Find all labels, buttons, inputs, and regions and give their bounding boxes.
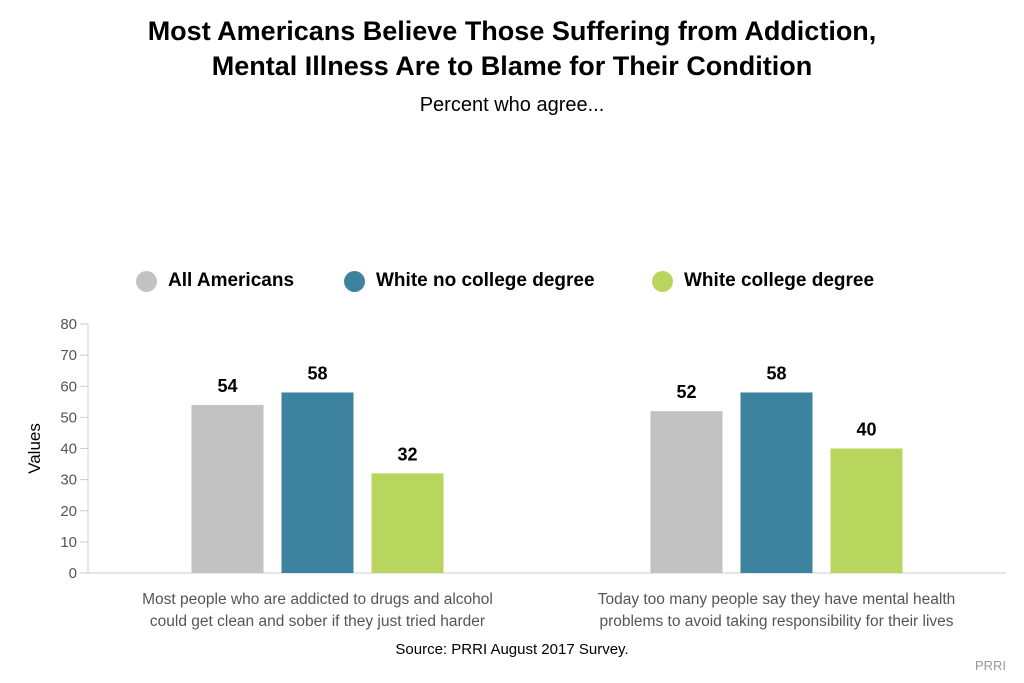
legend-item-white-college[interactable]: White college degree xyxy=(652,270,874,292)
data-label-white-college-degree-cat-2: 40 xyxy=(856,420,876,440)
y-tick-label-10: 10 xyxy=(60,534,77,551)
y-tick-label-60: 60 xyxy=(60,378,77,395)
data-label-all-americans-cat-2: 52 xyxy=(676,382,696,402)
y-tick-label-40: 40 xyxy=(60,441,77,458)
y-tick-label-20: 20 xyxy=(60,503,77,520)
legend-item-white-no-college[interactable]: White no college degree xyxy=(344,270,595,292)
bar-white-no-college-degree-cat-2 xyxy=(740,392,813,573)
y-tick-label-30: 30 xyxy=(60,472,77,489)
legend-label-white-college: White college degree xyxy=(684,270,875,291)
y-tick-label-70: 70 xyxy=(60,347,77,364)
data-label-white-college-degree-cat-1: 32 xyxy=(397,444,417,464)
bar-all-americans-cat-2 xyxy=(650,411,723,573)
bar-all-americans-cat-1 xyxy=(191,404,264,573)
data-label-white-no-college-degree-cat-1: 58 xyxy=(307,363,327,383)
y-tick-label-50: 50 xyxy=(60,409,77,426)
x-tick-label-cat-1-line-1: Most people who are addicted to drugs an… xyxy=(142,591,493,608)
legend-swatch-all-americans xyxy=(136,270,157,292)
x-tick-label-cat-1-line-2: could get clean and sober if they just t… xyxy=(150,613,485,630)
legend-swatch-white-college xyxy=(652,270,673,292)
data-label-all-americans-cat-1: 54 xyxy=(217,376,237,396)
data-label-white-no-college-degree-cat-2: 58 xyxy=(766,363,786,383)
source-note: Source: PRRI August 2017 Survey. xyxy=(395,641,629,658)
y-tick-label-0: 0 xyxy=(69,565,77,582)
chart-legend: All Americans White no college degree Wh… xyxy=(0,270,1024,298)
x-tick-label-cat-2-line-2: problems to avoid taking responsibility … xyxy=(599,613,953,630)
credit-label: PRRI xyxy=(974,658,1006,673)
x-tick-label-cat-2-line-1: Today too many people say they have ment… xyxy=(598,591,956,608)
legend-label-white-no-college: White no college degree xyxy=(376,270,595,291)
chart-title: Most Americans Believe Those Suffering f… xyxy=(0,14,1024,84)
chart-title-line-1: Most Americans Believe Those Suffering f… xyxy=(147,16,877,46)
chart-title-line-2: Mental Illness Are to Blame for Their Co… xyxy=(211,51,813,81)
legend-item-all-americans[interactable]: All Americans xyxy=(136,270,294,292)
y-axis-title: Values xyxy=(25,423,44,474)
bar-white-no-college-degree-cat-1 xyxy=(281,392,354,573)
bar-white-college-degree-cat-2 xyxy=(830,448,903,573)
y-tick-label-80: 80 xyxy=(60,316,77,333)
bar-white-college-degree-cat-1 xyxy=(371,473,444,573)
legend-label-all-americans: All Americans xyxy=(168,270,295,291)
chart-subtitle: Percent who agree... xyxy=(419,94,605,116)
legend-swatch-white-no-college xyxy=(344,270,365,292)
